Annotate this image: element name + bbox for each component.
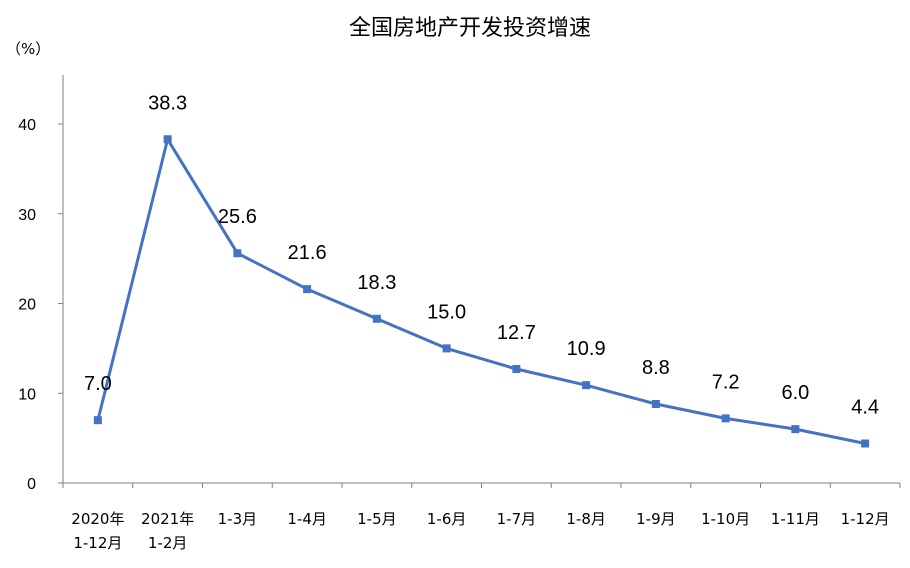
data-point [163, 135, 172, 144]
y-ticks: 0 10 20 30 40 [18, 117, 63, 493]
x-tick-label: 1-8月 [566, 510, 606, 528]
y-tick-label: 30 [18, 207, 36, 224]
data-label: 4.4 [851, 397, 879, 419]
x-tick-label: 1-12月 [73, 534, 122, 552]
x-ticks: 2020年 1-12月 2021年 1-2月 1-3月 1-4月 1-5月 1-6月 1-7月 1… [62, 483, 901, 552]
data-point [93, 416, 102, 425]
data-labels: 7.0 38.3 25.6 21.6 18.3 15.0 12.7 10.9 8.8 7.2 6.0… [84, 92, 879, 418]
data-label: 8.8 [642, 357, 670, 379]
x-tick-label: 1-2月 [148, 534, 188, 552]
data-label: 15.0 [427, 301, 466, 323]
data-label: 18.3 [357, 272, 396, 294]
data-label: 7.0 [84, 373, 112, 395]
data-point [512, 365, 521, 374]
series-line [96, 137, 866, 445]
data-label: 12.7 [497, 322, 536, 344]
data-point [721, 414, 730, 423]
data-point [651, 400, 660, 409]
data-point [303, 285, 312, 294]
y-tick-label: 10 [18, 386, 36, 403]
x-tick-label: 1-10月 [701, 510, 750, 528]
data-label: 7.2 [712, 371, 740, 393]
chart-title: 全国房地产开发投资增速 [349, 16, 591, 41]
x-tick-label: 1-5月 [357, 510, 397, 528]
data-point [791, 425, 800, 434]
data-label: 25.6 [218, 206, 257, 228]
data-label: 10.9 [567, 338, 606, 360]
data-point [442, 344, 451, 353]
data-label: 38.3 [148, 92, 187, 114]
data-label: 6.0 [781, 382, 809, 404]
x-tick-label: 2020年 [71, 510, 124, 528]
x-tick-label: 1-6月 [427, 510, 467, 528]
axes [62, 75, 900, 484]
y-tick-label: 40 [18, 117, 36, 134]
x-tick-label: 1-7月 [497, 510, 537, 528]
data-point [233, 249, 242, 258]
y-tick-label: 20 [18, 297, 36, 314]
data-label: 21.6 [288, 242, 327, 264]
x-tick-label: 1-12月 [841, 510, 890, 528]
data-point [582, 381, 591, 390]
x-tick-label: 1-3月 [218, 510, 258, 528]
x-tick-label: 2021年 [141, 510, 194, 528]
x-tick-label: 1-11月 [771, 510, 820, 528]
y-axis-unit: （%） [6, 40, 50, 58]
x-tick-label: 1-9月 [636, 510, 676, 528]
x-tick-label: 1-4月 [287, 510, 327, 528]
data-point [372, 314, 381, 323]
data-point [861, 439, 870, 448]
y-tick-label: 0 [27, 476, 36, 493]
data-points [93, 135, 870, 448]
